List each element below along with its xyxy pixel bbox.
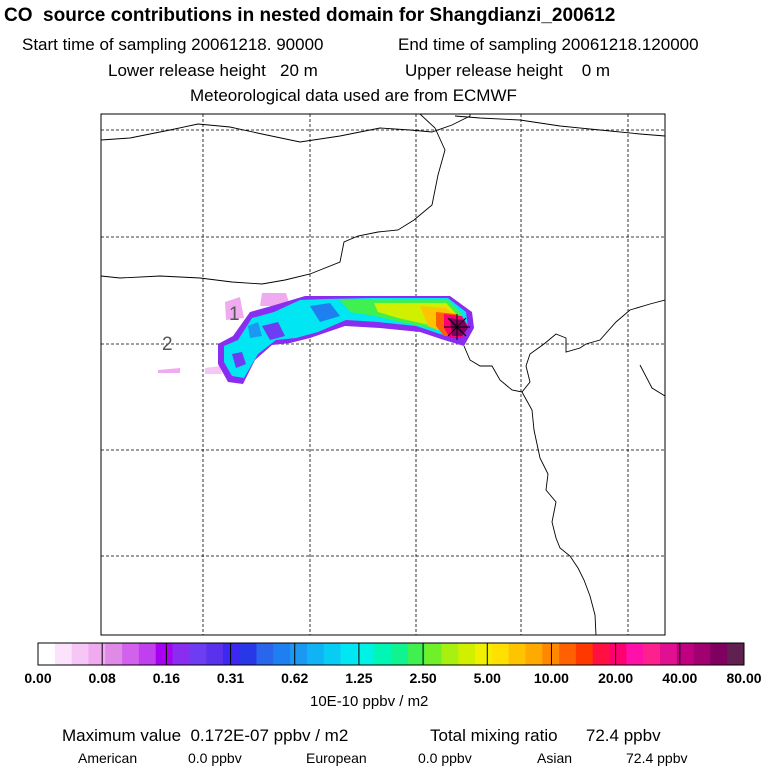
colorbar-tick-label: 0.62	[281, 670, 309, 686]
colorbar-cell	[71, 643, 89, 665]
asian-label: Asian	[537, 750, 573, 766]
colorbar-cell	[508, 643, 526, 665]
colorbar-cell	[189, 643, 207, 665]
colorbar-cell	[626, 643, 644, 665]
colorbar-cell	[693, 643, 711, 665]
colorbar-cell	[323, 643, 341, 665]
colorbar-cell	[222, 643, 241, 665]
colorbar-cell	[659, 643, 678, 665]
lat-lon-grid	[101, 114, 665, 635]
colorbar-cell	[340, 643, 358, 665]
colorbar-cell	[424, 643, 442, 665]
colorbar-cell	[727, 643, 745, 665]
end-time-label: End time of sampling 20061218.120000	[398, 35, 699, 54]
colorbar-cell	[710, 643, 728, 665]
plot-title: CO source contributions in nested domain…	[4, 5, 616, 26]
colorbar-cell	[138, 643, 156, 665]
colorbar-tick-label: 5.00	[473, 670, 501, 686]
colorbar-tick-label: 0.31	[216, 670, 245, 686]
met-data-label: Meteorological data used are from ECMWF	[190, 86, 517, 105]
colorbar-cell	[172, 643, 190, 665]
lower-release-height-label: Lower release height 20 m	[108, 61, 318, 80]
colorbar-cell	[559, 643, 577, 665]
colorbar-tick-label: 2.50	[409, 670, 437, 686]
marker-label-2: 2	[162, 334, 173, 355]
colorbar-tick-label: 40.00	[662, 670, 698, 686]
colorbar-cell	[609, 643, 627, 665]
colorbar-tick-label: 0.16	[152, 670, 180, 686]
colorbar-units: 10E-10 ppbv / m2	[310, 693, 429, 710]
european-value: 0.0 ppbv	[418, 750, 472, 766]
colorbar-cell	[592, 643, 610, 665]
colorbar-cell	[155, 643, 173, 665]
marker-label-1: 1	[229, 304, 240, 325]
colorbar-cell	[206, 643, 224, 665]
colorbar-cell	[273, 643, 291, 665]
colorbar-tick-label: 80.00	[726, 670, 762, 686]
colorbar-cell	[525, 643, 543, 665]
asian-value: 72.4 ppbv	[626, 750, 688, 766]
european-label: European	[306, 750, 367, 766]
colorbar-cell	[306, 643, 325, 665]
colorbar-cell	[458, 643, 476, 665]
colorbar-cell	[676, 643, 694, 665]
american-label: American	[78, 750, 138, 766]
colorbar-cell	[475, 643, 493, 665]
colorbar-cell	[105, 643, 123, 665]
colorbar-cell	[122, 643, 140, 665]
colorbar-tick-label: 0.08	[88, 670, 116, 686]
colorbar-cell	[407, 643, 425, 665]
colorbar-cell	[38, 643, 56, 665]
start-time-label: Start time of sampling 20061218. 90000	[22, 35, 324, 54]
colorbar-cell	[290, 643, 308, 665]
colorbar-cell	[575, 643, 594, 665]
map-frame	[100, 113, 666, 636]
colorbar-cell	[391, 643, 409, 665]
colorbar-cell	[54, 643, 72, 665]
maximum-value-label: Maximum value 0.172E-07 ppbv / m2	[62, 726, 349, 745]
colorbar-cell	[374, 643, 392, 665]
american-value: 0.0 ppbv	[188, 750, 242, 766]
colorbar-tick-label: 1.25	[345, 670, 373, 686]
upper-release-height-label: Upper release height 0 m	[405, 61, 611, 80]
colorbar-cell	[491, 643, 509, 665]
colorbar-cell	[643, 643, 661, 665]
colorbar-tick-label: 10.00	[533, 670, 569, 686]
total-mixing-ratio-label: Total mixing ratio 72.4 ppbv	[430, 726, 661, 745]
colorbar-cell	[88, 643, 106, 665]
coastlines	[101, 114, 665, 635]
colorbar-cell	[441, 643, 459, 665]
colorbar-cell	[239, 643, 257, 665]
colorbar-tick-label: 20.00	[598, 670, 634, 686]
colorbar-cell	[256, 643, 274, 665]
release-site-marker	[444, 314, 470, 340]
colorbar-tick-label: 0.00	[24, 670, 52, 686]
colorbar-cell	[357, 643, 375, 665]
colorbar-cell	[542, 643, 560, 665]
